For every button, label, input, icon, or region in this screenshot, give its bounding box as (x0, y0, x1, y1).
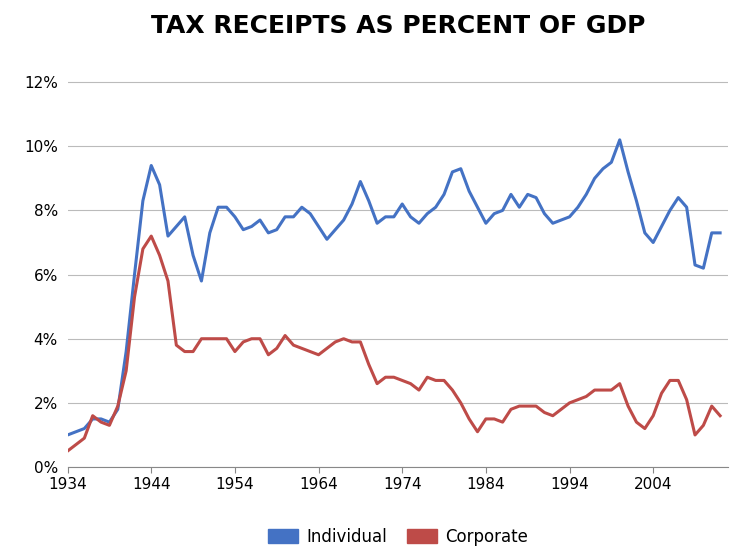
Corporate (247, 335, 256, 342)
Corporate (716, 413, 725, 419)
Corporate (330, 339, 339, 345)
Title: TAX RECEIPTS AS PERCENT OF GDP: TAX RECEIPTS AS PERCENT OF GDP (151, 14, 645, 38)
Individual (540, 210, 549, 217)
Individual (330, 226, 339, 233)
Legend: Individual, Corporate: Individual, Corporate (261, 521, 535, 553)
Individual (716, 230, 725, 236)
Corporate (548, 413, 557, 419)
Corporate (231, 348, 240, 355)
Corporate (448, 387, 457, 394)
Individual (439, 191, 448, 198)
Line: Individual: Individual (68, 140, 720, 435)
Individual (239, 226, 248, 233)
Individual (615, 137, 624, 143)
Line: Corporate: Corporate (68, 236, 720, 451)
Corporate (339, 335, 348, 342)
Individual (322, 236, 331, 242)
Individual (63, 431, 72, 438)
Corporate (63, 448, 72, 454)
Corporate (146, 233, 155, 240)
Individual (222, 204, 231, 211)
